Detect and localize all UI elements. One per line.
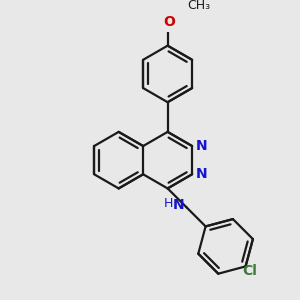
Text: H: H (164, 196, 173, 210)
Text: N: N (172, 198, 184, 212)
Text: N: N (196, 139, 207, 153)
Text: CH₃: CH₃ (187, 0, 210, 12)
Text: N: N (196, 167, 207, 181)
Text: O: O (164, 15, 175, 28)
Text: Cl: Cl (242, 264, 257, 278)
